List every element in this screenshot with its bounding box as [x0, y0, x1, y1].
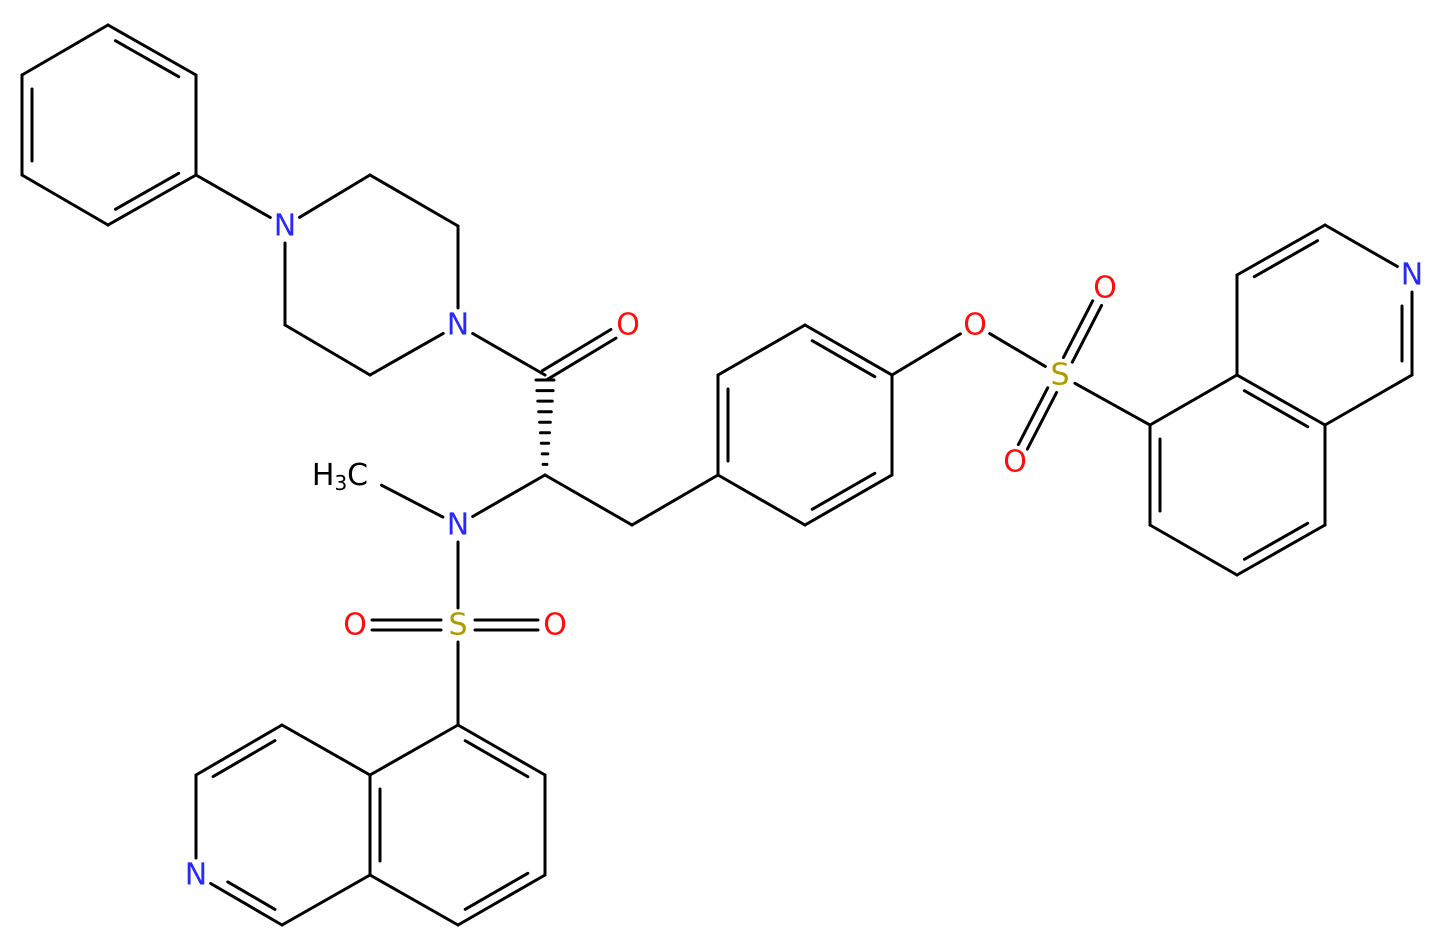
bond: [194, 723, 284, 777]
double-bond-inner: [226, 880, 277, 911]
bond: [368, 873, 460, 927]
atom-label: S: [1050, 358, 1069, 393]
bond: [471, 332, 547, 377]
double-bond-inner: [1242, 389, 1310, 429]
bond: [1323, 223, 1399, 268]
bond: [368, 331, 445, 377]
methyl-c: C: [347, 458, 368, 493]
bond: [280, 723, 372, 777]
bond: [803, 473, 894, 527]
atom-label: O: [963, 308, 987, 343]
atom-label: S: [448, 608, 467, 643]
atom-label: O: [1003, 445, 1027, 480]
methyl-h: H: [312, 458, 335, 493]
double-bond-inner: [810, 471, 877, 511]
double-bond: [540, 328, 613, 373]
double-bond-inner: [463, 871, 530, 911]
atom-label: O: [1093, 271, 1117, 306]
double-bond-inner: [113, 39, 181, 79]
double-bond: [1061, 299, 1095, 360]
bond: [630, 473, 720, 527]
bond: [1235, 223, 1327, 277]
double-bond-inner: [1242, 521, 1310, 561]
double-bond-inner: [463, 739, 530, 779]
bond: [106, 23, 198, 77]
bond: [716, 323, 807, 377]
atom-label: N: [447, 308, 469, 343]
bond: [471, 473, 547, 518]
atom-label: O: [343, 608, 367, 643]
bond: [1148, 523, 1239, 577]
bond: [803, 323, 894, 377]
bond: [456, 723, 547, 777]
bond: [368, 173, 460, 228]
bond: [380, 483, 445, 519]
bond: [988, 332, 1047, 368]
bond: [1235, 523, 1327, 577]
bond: [1323, 373, 1414, 427]
bond: [283, 323, 372, 377]
bond: [368, 723, 460, 777]
atom-label: N: [274, 209, 296, 244]
atom-label: O: [543, 608, 567, 643]
atom-label: N: [447, 508, 469, 543]
bond: [1148, 373, 1239, 427]
bond: [20, 173, 110, 227]
bond: [106, 173, 198, 227]
double-bond-inner: [113, 171, 181, 211]
double-bond: [1025, 390, 1059, 451]
double-bond: [1070, 303, 1104, 364]
double-bond-inner: [810, 339, 877, 379]
atom-label: N: [1401, 258, 1423, 293]
bond: [194, 173, 272, 219]
double-bond-inner: [1252, 239, 1320, 279]
atom-label: N: [185, 858, 207, 893]
double-bond: [1016, 386, 1050, 447]
bond: [20, 23, 110, 77]
double-bond: [546, 336, 618, 381]
bond: [716, 473, 807, 527]
bond: [456, 873, 547, 927]
bond: [280, 873, 372, 927]
bond: [209, 882, 284, 927]
bond: [1235, 373, 1327, 427]
atom-label: O: [616, 308, 640, 343]
bond: [543, 473, 634, 527]
methyl-label: H3C: [312, 458, 368, 496]
methyl-subscript: 3: [334, 471, 347, 495]
bond: [890, 332, 962, 377]
bond: [298, 173, 372, 219]
double-bond-inner: [211, 739, 277, 779]
bond: [1073, 381, 1152, 427]
